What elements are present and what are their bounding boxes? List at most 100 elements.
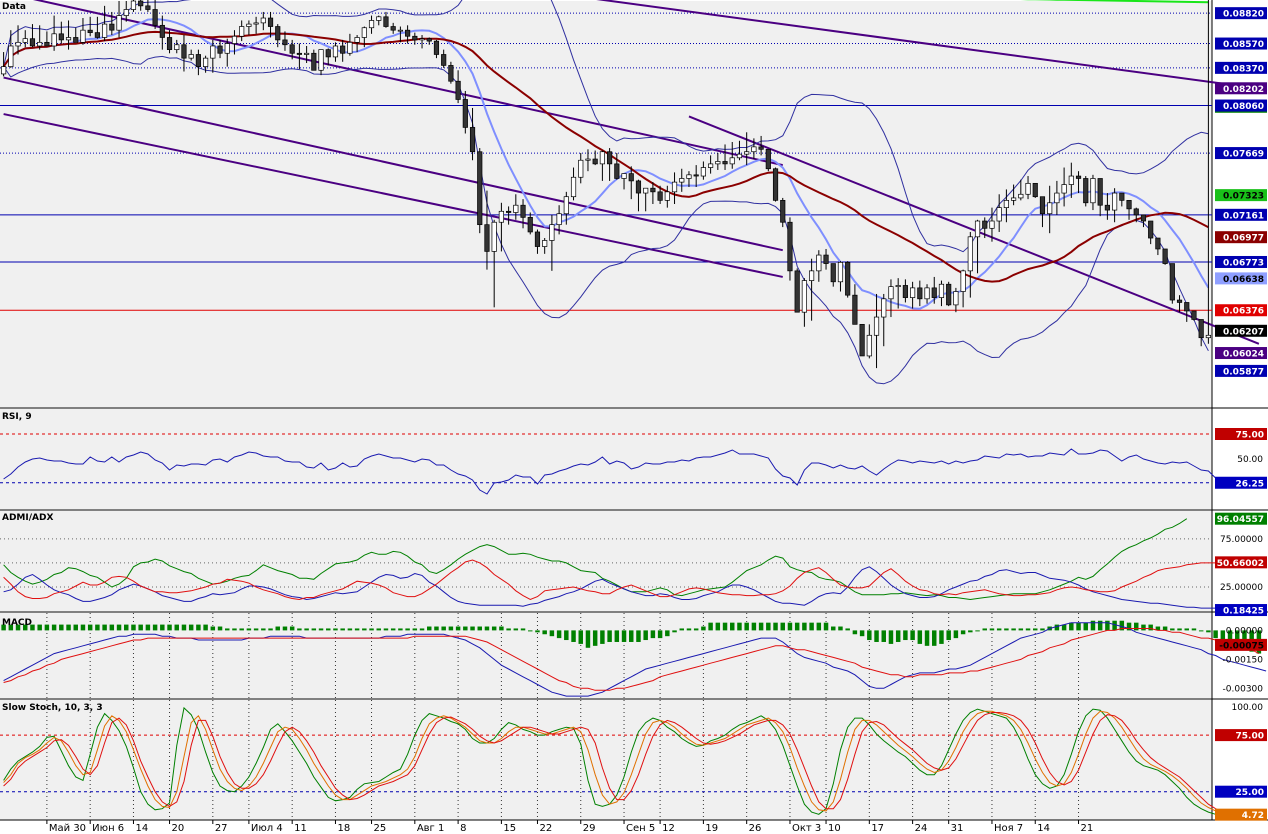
- macd-hist-bar: [549, 630, 555, 637]
- candle-body: [289, 44, 295, 54]
- candle-body: [94, 32, 100, 38]
- panel-background: [0, 409, 1212, 509]
- candle-body: [592, 158, 598, 165]
- candle-body: [405, 29, 411, 37]
- macd-hist-bar: [1213, 630, 1218, 639]
- candle-body: [1032, 182, 1038, 198]
- x-tick-label: Окт 3: [792, 823, 821, 834]
- macd-hist-bar: [585, 630, 591, 648]
- rsi-tick-50: 50.00: [1237, 455, 1263, 465]
- macd-hist-bar: [333, 628, 338, 631]
- macd-hist-bar: [888, 630, 894, 644]
- candle-body: [700, 167, 706, 177]
- macd-hist-bar: [881, 630, 886, 642]
- candle-body: [109, 23, 115, 31]
- macd-hist-bar: [665, 630, 670, 637]
- macd-hist-bar: [1220, 630, 1226, 641]
- candle-body: [1025, 182, 1031, 195]
- candle-body: [650, 187, 656, 193]
- candle-body: [585, 158, 591, 161]
- candle-body: [1140, 214, 1147, 222]
- candle-body: [469, 127, 476, 153]
- candle-body: [448, 65, 454, 82]
- candle-body: [318, 49, 324, 71]
- macd-hist-bar: [131, 624, 136, 631]
- macd-hist-bar: [766, 622, 771, 631]
- macd-hist-bar: [787, 622, 793, 631]
- macd-hist-bar: [975, 630, 980, 632]
- macd-hist-bar: [412, 628, 418, 631]
- candle-body: [765, 148, 771, 170]
- macd-hist-bar: [30, 624, 35, 631]
- macd-hist-bar: [910, 630, 915, 641]
- price-label: 0.07323: [1223, 192, 1264, 202]
- candle-body: [1039, 196, 1046, 215]
- macd-hist-bar: [556, 630, 562, 639]
- x-tick-label: 11: [294, 823, 307, 834]
- stoch-tick-100: 100.00: [1232, 703, 1264, 713]
- x-tick-label: 31: [951, 823, 964, 834]
- candle-body: [484, 224, 490, 252]
- macd-hist-bar: [297, 628, 302, 631]
- macd-hist-bar: [1198, 630, 1204, 632]
- candle-body: [621, 173, 627, 179]
- candle-body: [80, 29, 86, 43]
- macd-hist-bar: [1191, 628, 1197, 631]
- macd-hist-bar: [441, 626, 446, 631]
- price-label: 0.06376: [1223, 307, 1264, 317]
- candle-body: [390, 26, 396, 31]
- candle-body: [44, 41, 50, 47]
- candle-body: [938, 283, 945, 298]
- macd-hist-bar: [989, 628, 995, 631]
- macd-hist-bar: [1141, 624, 1146, 631]
- macd-hist-bar: [506, 628, 511, 631]
- candle-body: [1162, 248, 1168, 264]
- macd-hist-bar: [643, 630, 648, 641]
- candle-body: [1155, 237, 1161, 250]
- macd-hist-bar: [181, 624, 187, 631]
- x-tick-label: Сен 5: [626, 823, 655, 834]
- macd-macd-line: [3, 622, 1267, 697]
- candle-body: [931, 287, 937, 298]
- macd-hist-bar: [982, 628, 987, 631]
- candle-body: [87, 29, 93, 33]
- candle-body: [246, 23, 252, 27]
- candle-body: [758, 146, 764, 150]
- price-label-bg: [1215, 147, 1267, 160]
- macd-hist-bar: [686, 628, 692, 631]
- price-label: 0.08820: [1223, 10, 1264, 20]
- macd-hist-bar: [535, 630, 540, 633]
- adx-label-blue: 0.18425: [1223, 607, 1264, 617]
- macd-hist-bar: [282, 626, 288, 631]
- candle-body: [231, 35, 238, 44]
- x-tick-label: 8: [460, 823, 466, 834]
- price-label: 0.06024: [1223, 350, 1264, 360]
- candle-body: [1198, 319, 1204, 339]
- candle-body: [354, 37, 360, 43]
- macd-hist-bar: [427, 626, 432, 631]
- candle-body: [1169, 263, 1175, 301]
- candle-body: [159, 24, 165, 38]
- x-tick-label: 27: [215, 823, 228, 834]
- candle-body: [1126, 200, 1132, 210]
- x-tick-label: 19: [705, 823, 718, 834]
- trend-channel-line: [32, 0, 783, 167]
- adx-line: [3, 566, 1259, 611]
- macd-hist-bar: [1134, 622, 1139, 631]
- macd-hist-bar: [66, 624, 71, 631]
- candle-body: [1104, 204, 1110, 211]
- macd-hist-bar: [708, 622, 713, 631]
- stoch-label-25: 25.00: [1236, 788, 1264, 798]
- macd-hist-bar: [823, 622, 829, 631]
- macd-hist-bar: [1097, 620, 1103, 631]
- candle-body: [376, 16, 382, 21]
- macd-hist-bar: [246, 628, 252, 631]
- candle-body: [556, 213, 562, 226]
- macd-hist-bar: [289, 626, 295, 631]
- candle-body: [1083, 178, 1089, 204]
- macd-hist-bar: [499, 626, 504, 631]
- macd-hist-bar: [268, 628, 273, 631]
- macd-hist-bar: [470, 626, 475, 631]
- x-tick-label: 14: [1037, 823, 1050, 834]
- stoch-panel-title: Slow Stoch, 10, 3, 3: [2, 703, 103, 713]
